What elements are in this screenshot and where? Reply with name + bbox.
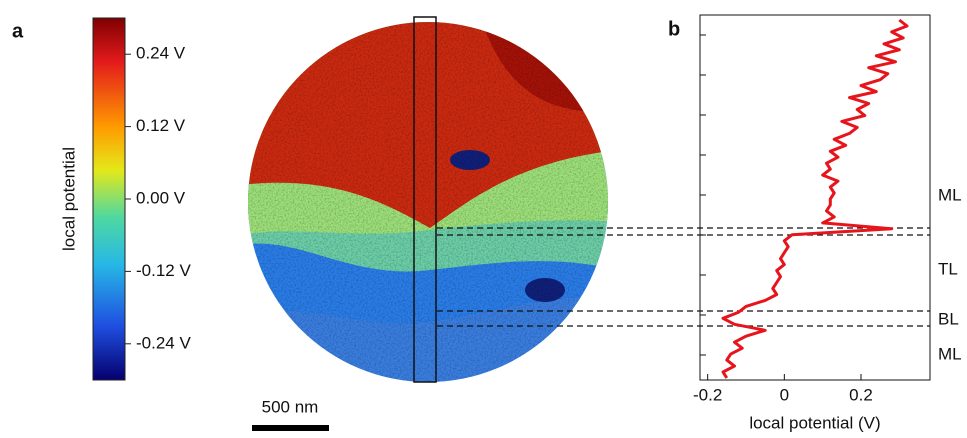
colorbar-label: local potential xyxy=(59,147,78,251)
x-tick-label: 0.2 xyxy=(849,385,873,404)
scale-bar-label: 500 nm xyxy=(262,397,319,416)
region-label: TL xyxy=(938,259,958,278)
x-tick-label: 0 xyxy=(780,385,789,404)
region-label: ML xyxy=(938,185,962,204)
y-ticks xyxy=(700,35,706,355)
colorbar-tick-label: -0.24 V xyxy=(136,333,191,352)
panel-label: b xyxy=(668,18,680,40)
colorbar-tick-label: -0.12 V xyxy=(136,261,191,280)
figure: a b local potential 500 nm local potenti… xyxy=(0,0,967,438)
x-axis-label: local potential (V) xyxy=(749,413,880,432)
colorbar-tick-label: 0.24 V xyxy=(136,44,186,63)
panel-label: a xyxy=(12,20,24,42)
colorbar-tick-label: 0.12 V xyxy=(136,116,186,135)
region-label: BL xyxy=(938,309,959,328)
x-tick-label: -0.2 xyxy=(693,385,722,404)
colorbar xyxy=(93,18,125,380)
potential-map xyxy=(240,15,620,395)
colorbar-tick-label: 0.00 V xyxy=(136,188,186,207)
region-label: ML xyxy=(938,344,962,363)
profile-line xyxy=(723,20,907,378)
profile-plot: local potential (V) xyxy=(700,15,930,432)
